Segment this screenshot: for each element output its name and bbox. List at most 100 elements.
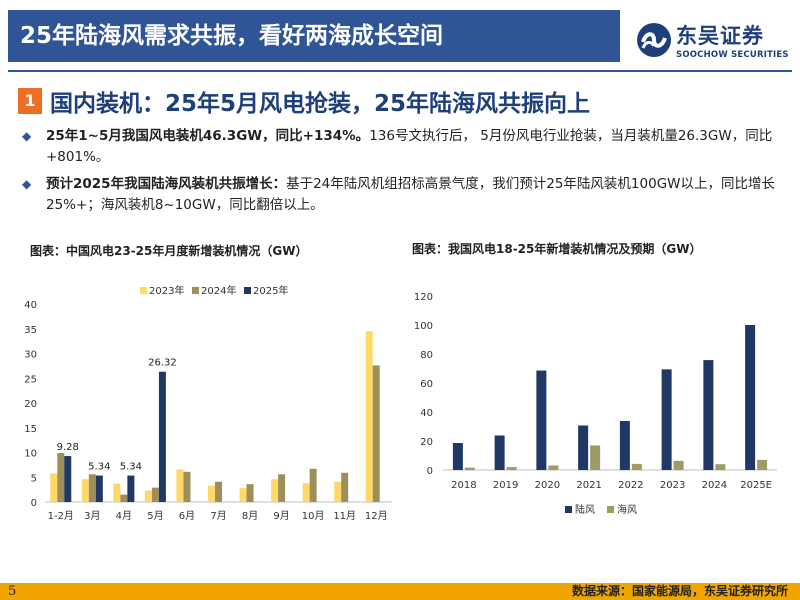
left-chart-title: 图表：中国风电23-25年月度新增装机情况（GW） xyxy=(30,244,308,258)
y-tick-label: 100 xyxy=(414,321,433,332)
x-tick-label: 2020 xyxy=(535,480,560,491)
page-title: 25年陆海风需求共振，看好两海成长空间 xyxy=(8,10,620,62)
x-tick-label: 2021 xyxy=(576,480,601,491)
y-tick-label: 25 xyxy=(24,374,37,385)
x-tick-label: 7月 xyxy=(210,510,226,522)
bullet-bold-text: 25年1~5月我国风电装机46.3GW，同比+134%。 xyxy=(46,128,370,144)
bullet-bold-text: 预计2025年我国陆海风装机共振增长： xyxy=(46,176,287,192)
x-tick-label: 12月 xyxy=(365,510,388,522)
bar-2024年 xyxy=(183,471,191,502)
logo-text-en: SOOCHOW SECURITIES xyxy=(676,50,789,60)
bar-2025年 xyxy=(158,371,166,502)
bar-2023年 xyxy=(113,483,121,502)
x-tick-label: 1-2月 xyxy=(48,510,74,522)
y-tick-label: 0 xyxy=(427,466,433,477)
y-tick-label: 15 xyxy=(24,424,37,435)
legend-label: 2024年 xyxy=(201,284,236,297)
diamond-bullet-icon: ◆ xyxy=(22,129,32,143)
bar-海风 xyxy=(715,464,726,470)
legend-swatch xyxy=(244,287,251,294)
y-tick-label: 60 xyxy=(420,379,433,390)
bullet-item: ◆ 25年1~5月我国风电装机46.3GW，同比+134%。136号文执行后， … xyxy=(22,126,792,168)
bar-陆风 xyxy=(536,370,547,470)
y-tick-label: 0 xyxy=(31,498,37,509)
x-tick-label: 5月 xyxy=(147,510,163,522)
bar-陆风 xyxy=(452,443,463,470)
logo-text-cn: 东吴证券 xyxy=(676,24,764,48)
bar-海风 xyxy=(464,467,475,470)
legend-label: 2025年 xyxy=(253,284,288,297)
data-label: 9.28 xyxy=(57,442,79,453)
bar-2024年 xyxy=(120,494,128,502)
bullet-text: 136号文执行后， 5月份风电行业抢装，当月装机量26.3GW，同比+801%。 xyxy=(46,128,773,165)
x-tick-label: 2022 xyxy=(618,480,643,491)
bar-陆风 xyxy=(619,420,630,470)
bar-海风 xyxy=(548,465,559,470)
x-tick-label: 9月 xyxy=(273,510,289,522)
bar-陆风 xyxy=(703,360,714,470)
bar-2024年 xyxy=(278,474,286,502)
bar-2023年 xyxy=(81,479,89,502)
y-tick-label: 40 xyxy=(24,300,37,311)
right-chart-title: 图表：我国风电18-25年新增装机情况及预期（GW） xyxy=(412,242,702,256)
bar-海风 xyxy=(673,460,684,470)
bullet-text: 基于24年陆风机组招标高景气度，我们预计25年陆风装机100GW以上，同比增长2… xyxy=(46,176,776,213)
y-tick-label: 20 xyxy=(24,399,37,410)
bar-2024年 xyxy=(246,484,254,502)
y-tick-label: 20 xyxy=(420,437,433,448)
legend-swatch xyxy=(607,506,614,513)
y-tick-label: 80 xyxy=(420,350,433,361)
section-title: 国内装机：25年5月风电抢装，25年陆海风共振向上 xyxy=(50,91,591,117)
y-tick-label: 35 xyxy=(24,325,37,336)
brand-logo: 东吴证券 SOOCHOW SECURITIES xyxy=(636,18,796,64)
bar-2024年 xyxy=(341,472,349,502)
data-label: 26.32 xyxy=(148,358,177,369)
x-tick-label: 6月 xyxy=(179,510,195,522)
x-tick-label: 2018 xyxy=(451,480,476,491)
x-tick-label: 8月 xyxy=(242,510,258,522)
data-source: 数据来源：国家能源局，东吴证券研究所 xyxy=(571,584,788,598)
bar-2023年 xyxy=(208,485,215,502)
bar-2023年 xyxy=(271,479,279,502)
bar-2023年 xyxy=(302,483,310,502)
bar-陆风 xyxy=(661,369,672,470)
bar-2025年 xyxy=(95,475,103,502)
annual-installation-chart: 0 20 40 60 80 100 120 2018 2019 2020 2021 2022 2023 2… xyxy=(414,292,777,516)
monthly-installation-chart: 0 5 10 15 20 25 30 35 40 1-2月 3月 4月 5月 6月 7月 8月 9月 10月 11月… xyxy=(24,284,392,522)
bar-陆风 xyxy=(578,425,589,470)
bar-2023年 xyxy=(334,481,342,502)
logo-mark-icon xyxy=(637,23,671,57)
data-label: 5.34 xyxy=(120,462,142,473)
y-tick-label: 5 xyxy=(31,473,37,484)
x-tick-label: 11月 xyxy=(333,510,356,522)
bar-海风 xyxy=(506,467,517,470)
y-tick-label: 10 xyxy=(24,449,37,460)
bar-海风 xyxy=(631,463,642,470)
bar-2024年 xyxy=(372,365,380,502)
diamond-bullet-icon: ◆ xyxy=(22,177,32,191)
legend-label: 2023年 xyxy=(149,284,184,297)
bar-海风 xyxy=(757,459,768,470)
legend-swatch xyxy=(140,287,147,294)
footer-bar xyxy=(0,583,800,600)
x-tick-label: 2023 xyxy=(660,480,685,491)
legend-label: 陆风 xyxy=(575,503,595,516)
x-tick-label: 3月 xyxy=(84,510,100,522)
bar-2024年 xyxy=(88,474,96,502)
x-tick-label: 10月 xyxy=(302,510,325,522)
data-label: 5.34 xyxy=(88,462,110,473)
bar-2024年 xyxy=(57,452,65,502)
legend-label: 海风 xyxy=(617,503,637,516)
legend-swatch xyxy=(192,287,199,294)
bar-2023年 xyxy=(239,488,247,502)
y-tick-label: 120 xyxy=(414,292,433,303)
x-tick-label: 2024 xyxy=(702,480,727,491)
bar-2024年 xyxy=(151,487,159,502)
bar-2025年 xyxy=(64,456,72,502)
bar-陆风 xyxy=(494,435,505,470)
bar-2023年 xyxy=(365,331,373,502)
y-tick-label: 30 xyxy=(24,350,37,361)
section-number: 1 xyxy=(18,88,42,114)
bar-2024年 xyxy=(309,468,317,502)
bullet-item: ◆ 预计2025年我国陆海风装机共振增长：基于24年陆风机组招标高景气度，我们预… xyxy=(22,174,792,216)
